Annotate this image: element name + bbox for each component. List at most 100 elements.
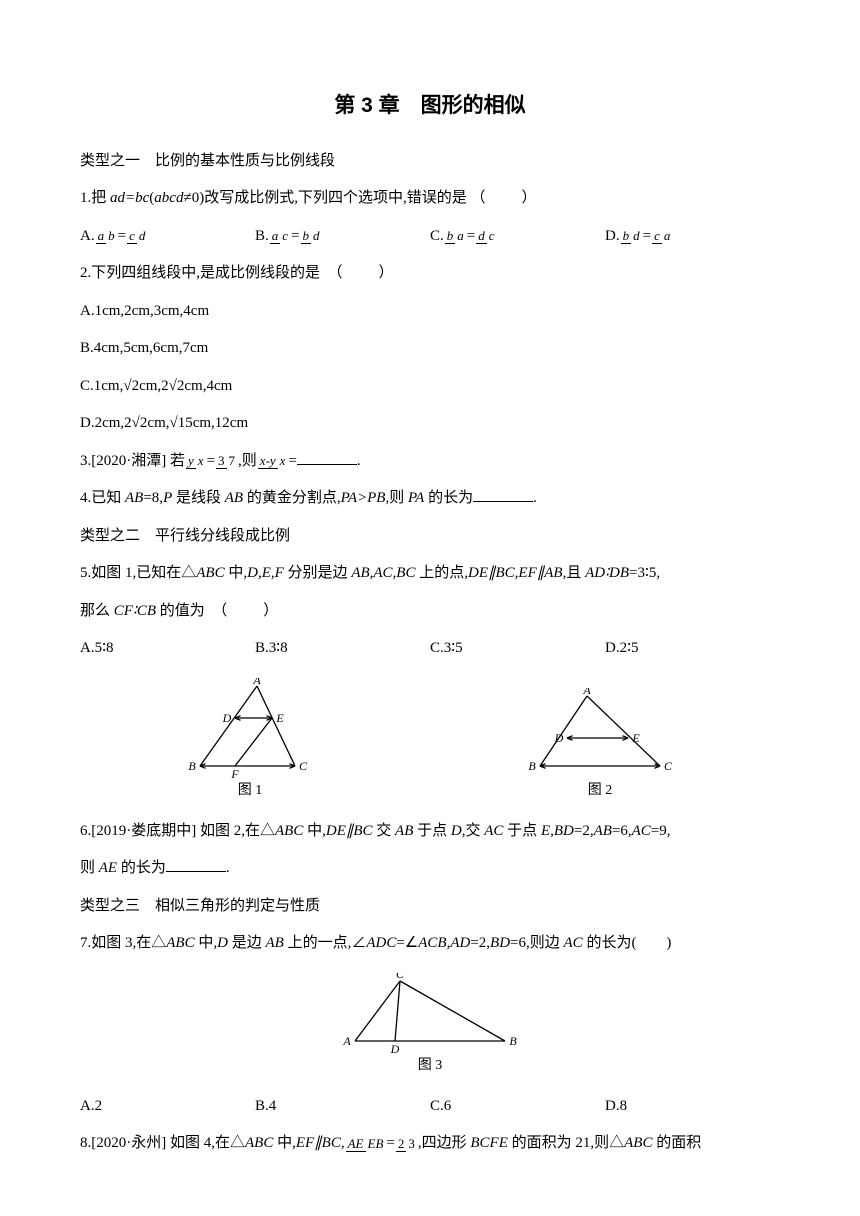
q7-opt-a: A.2 [80, 1088, 255, 1126]
opt-prefix: C. [430, 228, 444, 244]
figure-1: ABCDEF 图 1 [185, 678, 315, 803]
figure-3: ABCD 图 3 [340, 973, 520, 1078]
frac-num: d [476, 228, 487, 244]
text: ,则 [238, 453, 257, 469]
text: P [163, 490, 172, 506]
text: AC [632, 823, 651, 839]
frac-den: 7 [227, 453, 238, 468]
text: 交 [373, 823, 396, 839]
text: ADC [366, 935, 396, 951]
q1-paren: （ ） [470, 190, 538, 206]
q1-options: A.ab=cd B.ac=bd C.ba=dc D.bd=ca [80, 218, 780, 256]
eq: = [118, 228, 126, 244]
frac-den: c [280, 228, 290, 243]
blank [473, 486, 533, 502]
text: . [357, 453, 361, 469]
text: 5.如图 1,已知在△ [80, 565, 196, 581]
frac-den: d [631, 228, 642, 243]
text: ,四边形 [418, 1135, 471, 1151]
q6-line2: 则 AE 的长为. [80, 850, 780, 888]
frac-num: b [621, 228, 632, 244]
text: 的长为 [117, 860, 166, 876]
text: 是线段 [172, 490, 225, 506]
eq: = [386, 1135, 394, 1151]
q1-opt-a: A.ab=cd [80, 218, 255, 256]
text: 7.如图 3,在△ [80, 935, 166, 951]
q2-opt-a: A.1cm,2cm,3cm,4cm [80, 293, 780, 331]
section-1-label: 类型之一 比例的基本性质与比例线段 [80, 143, 780, 181]
text: ABC [166, 935, 194, 951]
figures-1-2: ABCDEF 图 1 ABCDE 图 2 [80, 678, 780, 803]
text: 4.已知 [80, 490, 125, 506]
q4: 4.已知 AB=8,P 是线段 AB 的黄金分割点,PA>PB,则 PA 的长为… [80, 480, 780, 518]
svg-text:A: A [252, 678, 261, 687]
text: =2, [574, 823, 594, 839]
frac-num: y [186, 453, 196, 469]
eq: = [207, 453, 215, 469]
text: DE∥BC [326, 823, 373, 839]
frac-den: EB [366, 1136, 386, 1151]
text: ,则 [385, 490, 408, 506]
figure-2: ABCDE 图 2 [525, 688, 675, 803]
fig1-svg: ABCDEF [185, 678, 315, 778]
q5-line1: 5.如图 1,已知在△ABC 中,D,E,F 分别是边 AB,AC,BC 上的点… [80, 555, 780, 593]
frac-den: 3 [406, 1136, 417, 1151]
fig2-label: 图 2 [525, 778, 675, 803]
q7-opt-d: D.8 [605, 1088, 780, 1126]
text: =2, [470, 935, 490, 951]
q5-opt-c: C.3∶5 [430, 630, 605, 668]
fig3-svg: ABCD [340, 973, 520, 1053]
svg-text:E: E [275, 711, 284, 725]
text: ABC [275, 823, 303, 839]
eq: = [288, 453, 296, 469]
q5-options: A.5∶8 B.3∶8 C.3∶5 D.2∶5 [80, 630, 780, 668]
svg-text:B: B [528, 759, 536, 773]
text: . [533, 490, 537, 506]
svg-text:E: E [631, 731, 640, 745]
text: cm,12cm [193, 415, 248, 431]
text: D.2cm,2 [80, 415, 132, 431]
q7-options: A.2 B.4 C.6 D.8 [80, 1088, 780, 1126]
q5-opt-b: B.3∶8 [255, 630, 430, 668]
text: 于点 [413, 823, 451, 839]
q5-line2: 那么 CF∶CB 的值为 （ ） [80, 593, 780, 631]
text: AE [99, 860, 117, 876]
q2-opt-b: B.4cm,5cm,6cm,7cm [80, 330, 780, 368]
frac-num: b [301, 228, 312, 244]
text: cm, [147, 415, 169, 431]
svg-text:F: F [230, 767, 239, 778]
text: . [226, 860, 230, 876]
text: DE∥BC,EF∥AB [468, 565, 563, 581]
sqrt: √2 [169, 378, 185, 394]
chapter-title: 第 3 章 图形的相似 [80, 80, 780, 133]
text: AB [594, 823, 612, 839]
text: 的面积 [652, 1135, 701, 1151]
frac-den: a [455, 228, 466, 243]
q8: 8.[2020·永州] 如图 4,在△ABC 中,EF∥BC,AEEB=23,四… [80, 1125, 780, 1163]
text: =∠ [396, 935, 418, 951]
sqrt: √2 [132, 415, 148, 431]
text: =9, [651, 823, 671, 839]
q2-paren: （ ） [335, 265, 396, 281]
text: 8.[2020·永州] 如图 4,在△ [80, 1135, 245, 1151]
text: EF∥BC [296, 1135, 341, 1151]
q1-text-e: ≠0)改写成比例式,下列四个选项中,错误的是 [183, 190, 466, 206]
opt-prefix: D. [605, 228, 620, 244]
frac-den: b [106, 228, 117, 243]
text: 中, [195, 935, 218, 951]
text: 则 [80, 860, 99, 876]
text: =6, [612, 823, 632, 839]
q1-text-b: ad=bc [110, 190, 149, 206]
text: AB [265, 935, 283, 951]
text: =6,则边 [510, 935, 563, 951]
text: 6.[2019·娄底期中] 如图 2,在△ [80, 823, 275, 839]
q1-opt-d: D.bd=ca [605, 218, 780, 256]
text: 于点 [503, 823, 541, 839]
text: BD [490, 935, 510, 951]
paren: （ ） [220, 603, 281, 619]
text: AC [564, 935, 583, 951]
q7-opt-c: C.6 [430, 1088, 605, 1126]
sqrt: √2 [123, 378, 139, 394]
eq: = [467, 228, 475, 244]
q3: 3.[2020·湘潭] 若yx=37,则x-yx=. [80, 443, 780, 481]
